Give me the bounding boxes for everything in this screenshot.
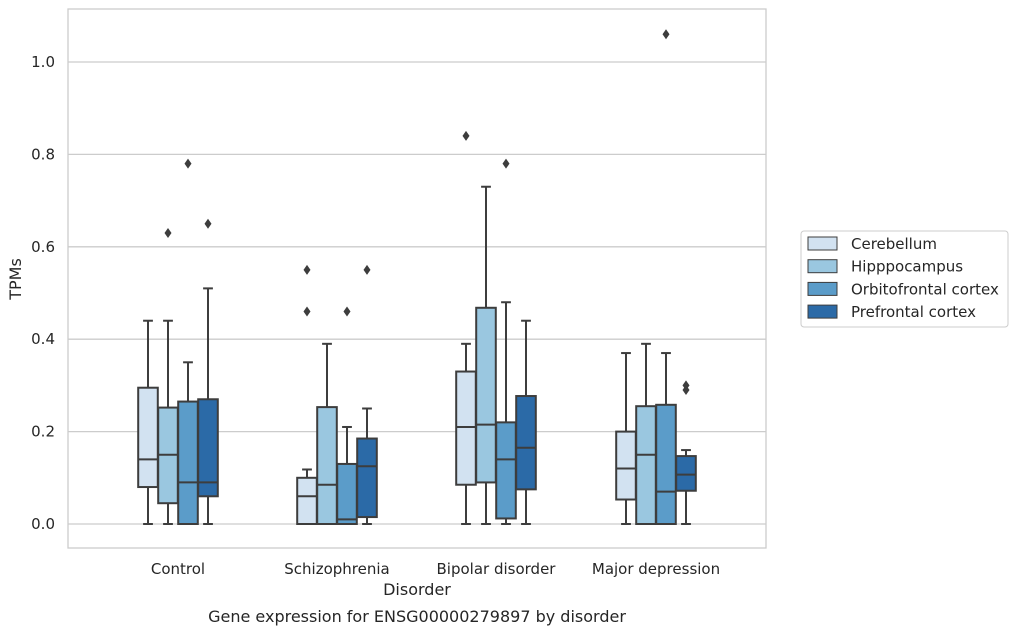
legend-swatch	[807, 236, 838, 251]
box-iqr	[336, 462, 358, 526]
legend-item: Prefrontal cortex	[807, 303, 976, 321]
box-iqr	[455, 370, 477, 486]
legend-item: Orbitofrontal cortex	[807, 280, 999, 298]
x-tick-label: Bipolar disorder	[437, 560, 557, 578]
box-group	[356, 264, 378, 525]
y-axis-title: TPMs	[6, 258, 25, 301]
x-tick-label: Major depression	[592, 560, 720, 578]
legend-label: Hipppocampus	[851, 258, 963, 276]
legend: Cerebellum Hipppocampus Orbitofrontal cort…	[800, 230, 1009, 328]
box-series	[137, 29, 697, 526]
x-tick-label: Schizophrenia	[284, 560, 389, 578]
outlier-point	[502, 158, 510, 169]
outlier-point	[662, 29, 670, 40]
legend-frame	[800, 230, 1009, 328]
outlier-point	[184, 158, 192, 169]
chart-caption: Gene expression for ENSG00000279897 by d…	[208, 607, 626, 626]
outlier-point	[164, 227, 172, 238]
x-axis-ticks: Control Schizophrenia Bipolar disorder Majo…	[151, 560, 720, 578]
box-iqr	[495, 421, 517, 520]
box-group	[316, 342, 338, 526]
legend-label: Cerebellum	[851, 235, 937, 253]
box-group	[655, 29, 677, 525]
box-group	[635, 342, 657, 525]
box-iqr	[675, 455, 697, 492]
y-tick-label: 0.8	[31, 145, 55, 163]
legend-label: Prefrontal cortex	[851, 303, 976, 321]
box-iqr	[197, 398, 219, 498]
legend-swatch	[807, 259, 838, 274]
box-iqr	[475, 306, 497, 484]
outlier-point	[303, 264, 311, 275]
box-group	[515, 319, 537, 525]
y-tick-label: 0.0	[31, 515, 55, 533]
outlier-point	[204, 218, 212, 229]
legend-swatch	[807, 304, 838, 319]
y-tick-label: 0.6	[31, 238, 55, 256]
box-group	[455, 130, 477, 525]
y-tick-label: 0.2	[31, 423, 55, 441]
box-iqr	[177, 400, 199, 526]
box-group	[296, 264, 318, 525]
box-iqr	[655, 403, 677, 525]
outlier-point	[682, 380, 690, 391]
box-iqr	[316, 406, 338, 526]
box-iqr	[137, 386, 159, 489]
box-iqr	[615, 430, 637, 501]
box-iqr	[515, 395, 537, 491]
box-group	[615, 352, 637, 525]
box-group	[675, 380, 697, 525]
y-axis-ticks: 0.0 0.2 0.4 0.6 0.8 1.0	[31, 53, 55, 533]
box-group	[475, 185, 497, 525]
y-tick-label: 0.4	[31, 330, 55, 348]
outlier-point	[363, 264, 371, 275]
box-group	[495, 158, 517, 525]
y-tick-label: 1.0	[31, 53, 55, 71]
outlier-point	[462, 130, 470, 141]
legend-swatch	[807, 281, 838, 296]
box-group	[137, 319, 159, 525]
x-axis-title: Disorder	[383, 580, 451, 599]
legend-item: Hipppocampus	[807, 258, 963, 276]
legend-label: Orbitofrontal cortex	[851, 280, 999, 298]
box-group	[197, 218, 219, 525]
outlier-point	[303, 306, 311, 317]
box-iqr	[635, 405, 657, 525]
box-iqr	[356, 437, 378, 519]
outlier-point	[343, 306, 351, 317]
box-iqr	[296, 476, 318, 525]
x-tick-label: Control	[151, 560, 205, 578]
legend-item: Cerebellum	[807, 235, 937, 253]
box-group	[157, 227, 179, 525]
plot-frame	[67, 8, 767, 549]
box-group	[177, 158, 199, 526]
